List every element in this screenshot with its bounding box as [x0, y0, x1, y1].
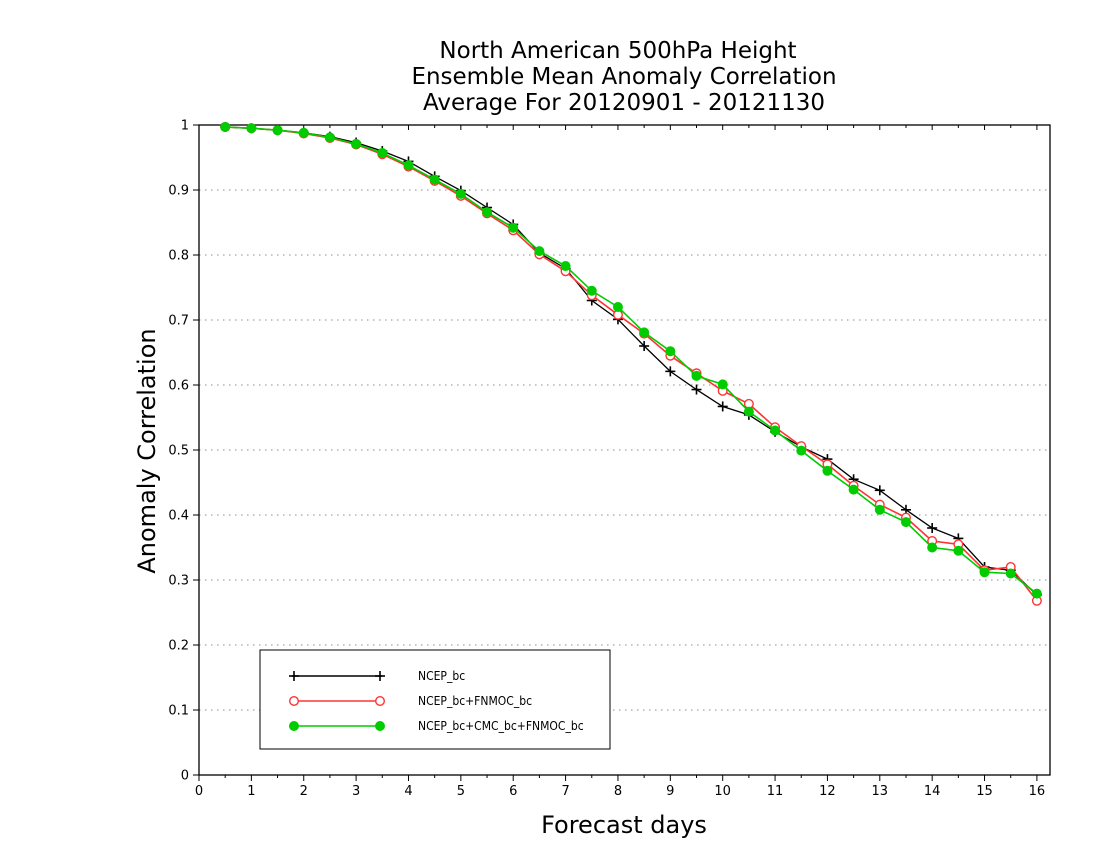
legend-box — [259, 649, 611, 750]
series-2-point-12 — [534, 246, 545, 257]
chart-title-line-1: North American 500hPa Height — [439, 38, 796, 64]
series-2-point-18 — [691, 370, 702, 381]
series-2-point-16 — [639, 327, 650, 338]
legend-label-2: NCEP_bc+CMC_bc+FNMOC_bc — [418, 719, 584, 733]
series-line-1 — [225, 126, 1038, 602]
y-tick-label-2: 0.2 — [168, 639, 189, 654]
y-tick-label-10: 1 — [181, 119, 189, 134]
series-2-point-25 — [874, 504, 885, 515]
series-0-point-25 — [874, 485, 885, 496]
series-line-2 — [225, 126, 1038, 595]
series-2-point-4 — [324, 132, 335, 143]
series-2-point-28 — [953, 545, 964, 556]
legend-marker-start-0 — [289, 671, 299, 681]
x-tick-label-2: 2 — [300, 784, 308, 799]
series-2-point-2 — [272, 125, 283, 136]
series-2-point-19 — [717, 379, 728, 390]
series-2-point-20 — [743, 406, 754, 417]
legend-marker-end-1 — [375, 696, 386, 707]
grid-layer — [199, 189, 1050, 711]
series-0-point-27 — [927, 523, 938, 533]
y-tick-label-7: 0.7 — [168, 314, 189, 329]
x-tick-label-14: 14 — [924, 784, 941, 799]
series-2-point-5 — [351, 138, 362, 149]
series-2-point-27 — [927, 542, 938, 553]
legend-marker-start-1 — [289, 696, 300, 707]
y-tick-label-9: 0.9 — [168, 184, 189, 199]
series-2-point-15 — [612, 302, 623, 312]
series-2-point-22 — [796, 445, 807, 456]
legend-marker-end-0 — [375, 671, 385, 681]
legend-marker-end-2 — [375, 721, 385, 731]
x-tick-label-6: 6 — [509, 784, 517, 799]
y-tick-label-3: 0.3 — [168, 574, 189, 589]
series-2-point-0 — [220, 121, 231, 132]
y-tick-label-4: 0.4 — [168, 509, 189, 524]
x-tick-label-13: 13 — [872, 784, 889, 799]
x-tick-label-3: 3 — [352, 784, 360, 799]
series-2-point-7 — [403, 160, 414, 171]
x-tick-label-9: 9 — [666, 784, 674, 799]
series-layer — [220, 121, 1042, 606]
series-2-point-30 — [1005, 568, 1016, 579]
series-2-point-21 — [770, 425, 781, 436]
series-2-point-11 — [508, 222, 519, 233]
x-tick-label-12: 12 — [819, 784, 836, 799]
legend: NCEP_bc NCEP_bc+FNMOC_bc NCEP_bc+CMC_bc+FN… — [259, 649, 611, 750]
y-tick-label-0: 0 — [181, 769, 189, 784]
legend-label-1: NCEP_bc+FNMOC_bc — [418, 694, 532, 708]
series-2-point-24 — [848, 484, 859, 495]
y-tick-label-6: 0.6 — [168, 379, 189, 394]
y-tick-label-8: 0.8 — [168, 249, 189, 264]
series-2-point-1 — [246, 123, 257, 134]
y-tick-label-1: 0.1 — [168, 704, 189, 719]
series-2-point-31 — [1031, 588, 1042, 599]
x-tick-label-8: 8 — [614, 784, 622, 799]
series-0-point-16 — [639, 341, 650, 351]
series-2-point-29 — [979, 567, 990, 578]
series-2-point-17 — [665, 346, 676, 357]
x-axis-title: Forecast days — [541, 811, 707, 839]
x-tick-label-4: 4 — [404, 784, 412, 799]
series-2-point-6 — [377, 147, 388, 158]
y-axis-title: Anomaly Correlation — [133, 328, 161, 573]
series-2-point-14 — [586, 285, 597, 296]
series-0-point-17 — [665, 366, 676, 377]
series-2 — [220, 121, 1042, 599]
series-2-point-8 — [429, 174, 440, 185]
x-tick-label-5: 5 — [457, 784, 465, 799]
series-0-point-19 — [717, 401, 728, 412]
series-0-point-18 — [691, 384, 702, 395]
legend-label-0: NCEP_bc — [418, 669, 465, 683]
x-tick-label-7: 7 — [561, 784, 569, 799]
series-1 — [220, 121, 1042, 606]
x-tick-label-16: 16 — [1029, 784, 1046, 799]
x-tick-label-1: 1 — [247, 784, 255, 799]
series-2-point-26 — [900, 517, 911, 528]
chart-title-line-2: Ensemble Mean Anomaly Correlation — [411, 64, 836, 90]
series-2-point-10 — [482, 207, 493, 218]
y-tick-label-5: 0.5 — [168, 444, 189, 459]
x-tick-label-15: 15 — [976, 784, 993, 799]
chart-title-line-3: Average For 20120901 - 20121130 — [423, 90, 825, 116]
legend-marker-start-2 — [289, 721, 299, 731]
series-2-point-9 — [455, 188, 466, 199]
x-tick-label-10: 10 — [714, 784, 731, 799]
series-2-point-13 — [560, 261, 571, 272]
x-tick-label-0: 0 — [195, 784, 203, 799]
x-tick-label-11: 11 — [767, 784, 784, 799]
series-2-point-23 — [822, 465, 833, 476]
axis-layer: 00.10.20.30.40.50.60.70.80.910 1 2 3 4 5 6 7 8 9 1… — [168, 119, 1051, 799]
series-2-point-3 — [298, 127, 309, 138]
